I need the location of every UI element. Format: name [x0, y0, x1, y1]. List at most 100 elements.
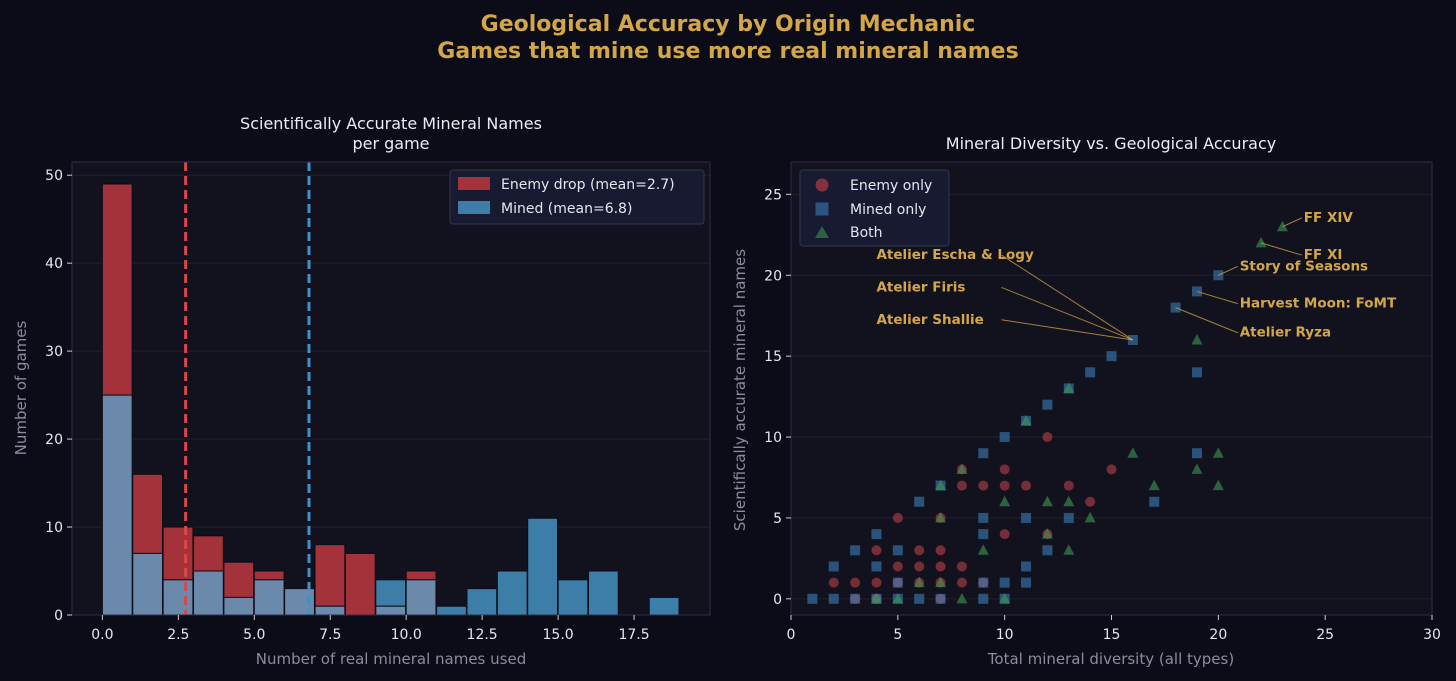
enemy-drop-bar	[223, 561, 255, 598]
enemy-only-point	[1021, 480, 1032, 491]
annotation-connector	[1175, 307, 1238, 334]
both-point	[977, 544, 989, 555]
enemy-only-point	[1042, 432, 1053, 443]
both-point	[913, 576, 925, 588]
enemy-only-point	[892, 512, 903, 523]
both-point	[1041, 528, 1053, 539]
annotation-connector	[1001, 319, 1133, 341]
both-point	[999, 592, 1011, 604]
scatter-y-tick-label: 20	[764, 268, 782, 284]
mined-only-point	[1085, 367, 1096, 378]
mined-only-point	[807, 593, 818, 604]
histogram-title-line2: per game	[352, 134, 429, 153]
mined-only-point	[978, 577, 989, 588]
legend-label-enemy-drop: Enemy drop (mean=2.7)	[501, 177, 675, 193]
histogram-legend: Enemy drop (mean=2.7) Mined (mean=6.8)	[449, 169, 705, 225]
enemy-only-point	[828, 577, 839, 588]
annotation-label: Atelier Shallie	[876, 312, 983, 328]
mined-only-point	[1042, 399, 1053, 410]
histogram-bars	[101, 183, 680, 616]
mined-only-point	[978, 529, 989, 540]
mined-bar	[466, 588, 498, 616]
annotation-label: FF XIV	[1304, 210, 1354, 226]
legend-marker-both	[815, 226, 829, 238]
scatter-title: Mineral Diversity vs. Geological Accurac…	[946, 134, 1276, 153]
scatter-y-tick-label: 10	[764, 430, 782, 446]
histogram-y-axis-label: Number of games	[12, 321, 30, 456]
enemy-only-point	[956, 577, 967, 588]
histogram-legend-box	[449, 169, 705, 225]
both-point	[1148, 479, 1160, 491]
mined-bar	[496, 570, 528, 616]
histogram-x-tick-label: 0.0	[91, 627, 113, 643]
both-point	[956, 463, 968, 474]
mined-only-point	[828, 593, 839, 604]
annotation-label: Atelier Ryza	[1240, 325, 1331, 341]
legend-label-mined: Mined (mean=6.8)	[501, 201, 632, 217]
annotation-label: Harvest Moon: FoMT	[1240, 296, 1397, 312]
mined-bar	[375, 579, 407, 607]
scatter-x-tick-label: 0	[787, 627, 796, 643]
annotation-label: Atelier Escha & Logy	[876, 247, 1034, 263]
enemy-only-point	[978, 480, 989, 491]
mined-only-point	[1191, 448, 1202, 459]
histogram-x-tick-label: 15.0	[543, 627, 574, 643]
enemy-only-point	[956, 480, 967, 491]
both-point	[1255, 236, 1267, 248]
enemy-only-point	[914, 545, 925, 556]
legend-swatch-enemy-drop	[458, 177, 490, 190]
both-point	[1084, 511, 1096, 523]
enemy-only-point	[956, 561, 967, 572]
enemy-drop-bar	[253, 570, 285, 581]
annotation-connector	[1260, 242, 1302, 256]
figure-title-line1: Geological Accuracy by Origin Mechanic	[481, 12, 976, 37]
annotation-connector	[1196, 290, 1238, 305]
both-point	[1063, 544, 1075, 555]
enemy-only-point	[999, 464, 1010, 475]
annotation-label: FF XI	[1304, 247, 1343, 263]
both-point	[1041, 495, 1053, 507]
scatter-y-axis-label: Scientifically accurate mineral names	[731, 249, 749, 531]
mined-only-point	[978, 448, 989, 459]
annotation-connector	[1282, 217, 1303, 228]
mined-only-point	[1191, 367, 1202, 378]
enemy-only-point	[892, 561, 903, 572]
enemy-drop-bar	[132, 473, 164, 554]
overlap-bar	[405, 579, 437, 616]
legend-swatch-mined	[458, 201, 490, 214]
histogram-y-tick-label: 30	[45, 344, 63, 360]
legend-label-enemy-only: Enemy only	[850, 178, 932, 194]
both-point	[935, 576, 947, 588]
both-point	[1212, 479, 1224, 491]
scatter-legend-box	[799, 169, 950, 247]
enemy-only-point	[999, 529, 1010, 540]
both-point	[870, 592, 882, 604]
legend-label-mined-only: Mined only	[850, 202, 926, 218]
scatter-x-tick-label: 5	[893, 627, 902, 643]
enemy-drop-bar	[314, 544, 346, 607]
enemy-only-point	[871, 545, 882, 556]
both-point	[935, 511, 947, 523]
enemy-drop-bar	[344, 552, 376, 616]
histogram-x-tick-label: 12.5	[467, 627, 498, 643]
both-point	[1020, 414, 1032, 426]
mined-bar	[587, 570, 619, 616]
histogram-x-tick-label: 17.5	[618, 627, 649, 643]
scatter-legend: Enemy only Mined only Both	[799, 169, 950, 247]
enemy-only-point	[935, 561, 946, 572]
mined-only-point	[850, 545, 861, 556]
mined-only-point	[1021, 512, 1032, 523]
mined-bar	[557, 579, 589, 616]
mined-only-point	[999, 432, 1010, 443]
annotation-connector	[1001, 286, 1134, 341]
enemy-drop-bar	[405, 570, 437, 581]
scatter-y-tick-label: 0	[773, 592, 782, 608]
histogram-x-axis-label: Number of real mineral names used	[256, 650, 526, 668]
legend-marker-enemy-only	[815, 178, 829, 192]
enemy-only-point	[871, 577, 882, 588]
figure-title-line2: Games that mine use more real mineral na…	[437, 39, 1018, 64]
mined-only-point	[978, 512, 989, 523]
overlap-bar	[193, 570, 224, 616]
histogram-y-tick-label: 40	[45, 256, 63, 272]
